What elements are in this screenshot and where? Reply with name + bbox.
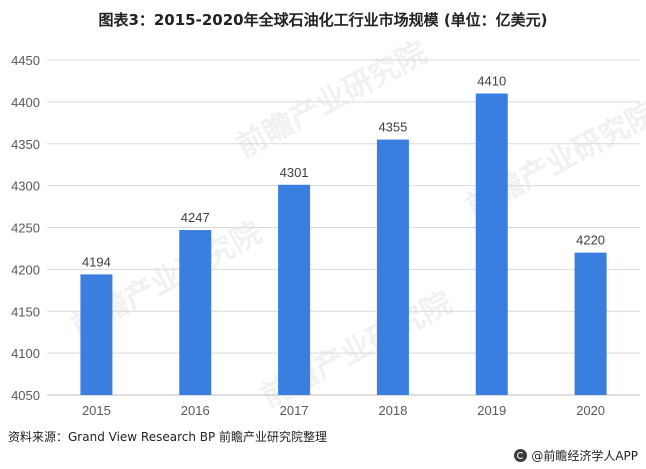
bar bbox=[574, 252, 607, 395]
y-tick-label: 4350 bbox=[11, 137, 40, 152]
y-tick-label: 4250 bbox=[11, 221, 40, 236]
x-tick-label: 2020 bbox=[576, 403, 605, 418]
brand-footer: @前瞻经济学人APP bbox=[514, 447, 638, 464]
bar bbox=[376, 139, 409, 395]
y-tick-label: 4300 bbox=[11, 179, 40, 194]
y-tick-label: 4150 bbox=[11, 304, 40, 319]
x-tick-label: 2018 bbox=[378, 403, 407, 418]
data-label: 4194 bbox=[82, 254, 111, 269]
data-label: 4410 bbox=[477, 74, 506, 89]
brand-label: @前瞻经济学人APP bbox=[531, 449, 638, 463]
brand-logo-icon bbox=[514, 449, 528, 462]
y-tick-label: 4100 bbox=[11, 346, 40, 361]
y-tick-label: 4450 bbox=[11, 53, 40, 68]
data-label: 4247 bbox=[181, 210, 210, 225]
x-tick-label: 2019 bbox=[477, 403, 506, 418]
bar bbox=[278, 184, 311, 395]
data-label: 4301 bbox=[280, 165, 309, 180]
data-label: 4220 bbox=[576, 233, 605, 248]
source-note: 资料来源：Grand View Research BP 前瞻产业研究院整理 bbox=[8, 430, 328, 444]
bar bbox=[475, 93, 508, 395]
bar bbox=[80, 274, 113, 395]
bar bbox=[179, 230, 212, 395]
chart-title: 图表3：2015-2020年全球石油化工行业市场规模 (单位：亿美元) bbox=[98, 11, 548, 29]
y-tick-label: 4050 bbox=[11, 388, 40, 403]
data-label: 4355 bbox=[378, 120, 407, 135]
x-tick-label: 2017 bbox=[280, 403, 309, 418]
x-tick-label: 2016 bbox=[181, 403, 210, 418]
x-tick-label: 2015 bbox=[82, 403, 111, 418]
y-tick-label: 4400 bbox=[11, 95, 40, 110]
y-tick-label: 4200 bbox=[11, 262, 40, 277]
